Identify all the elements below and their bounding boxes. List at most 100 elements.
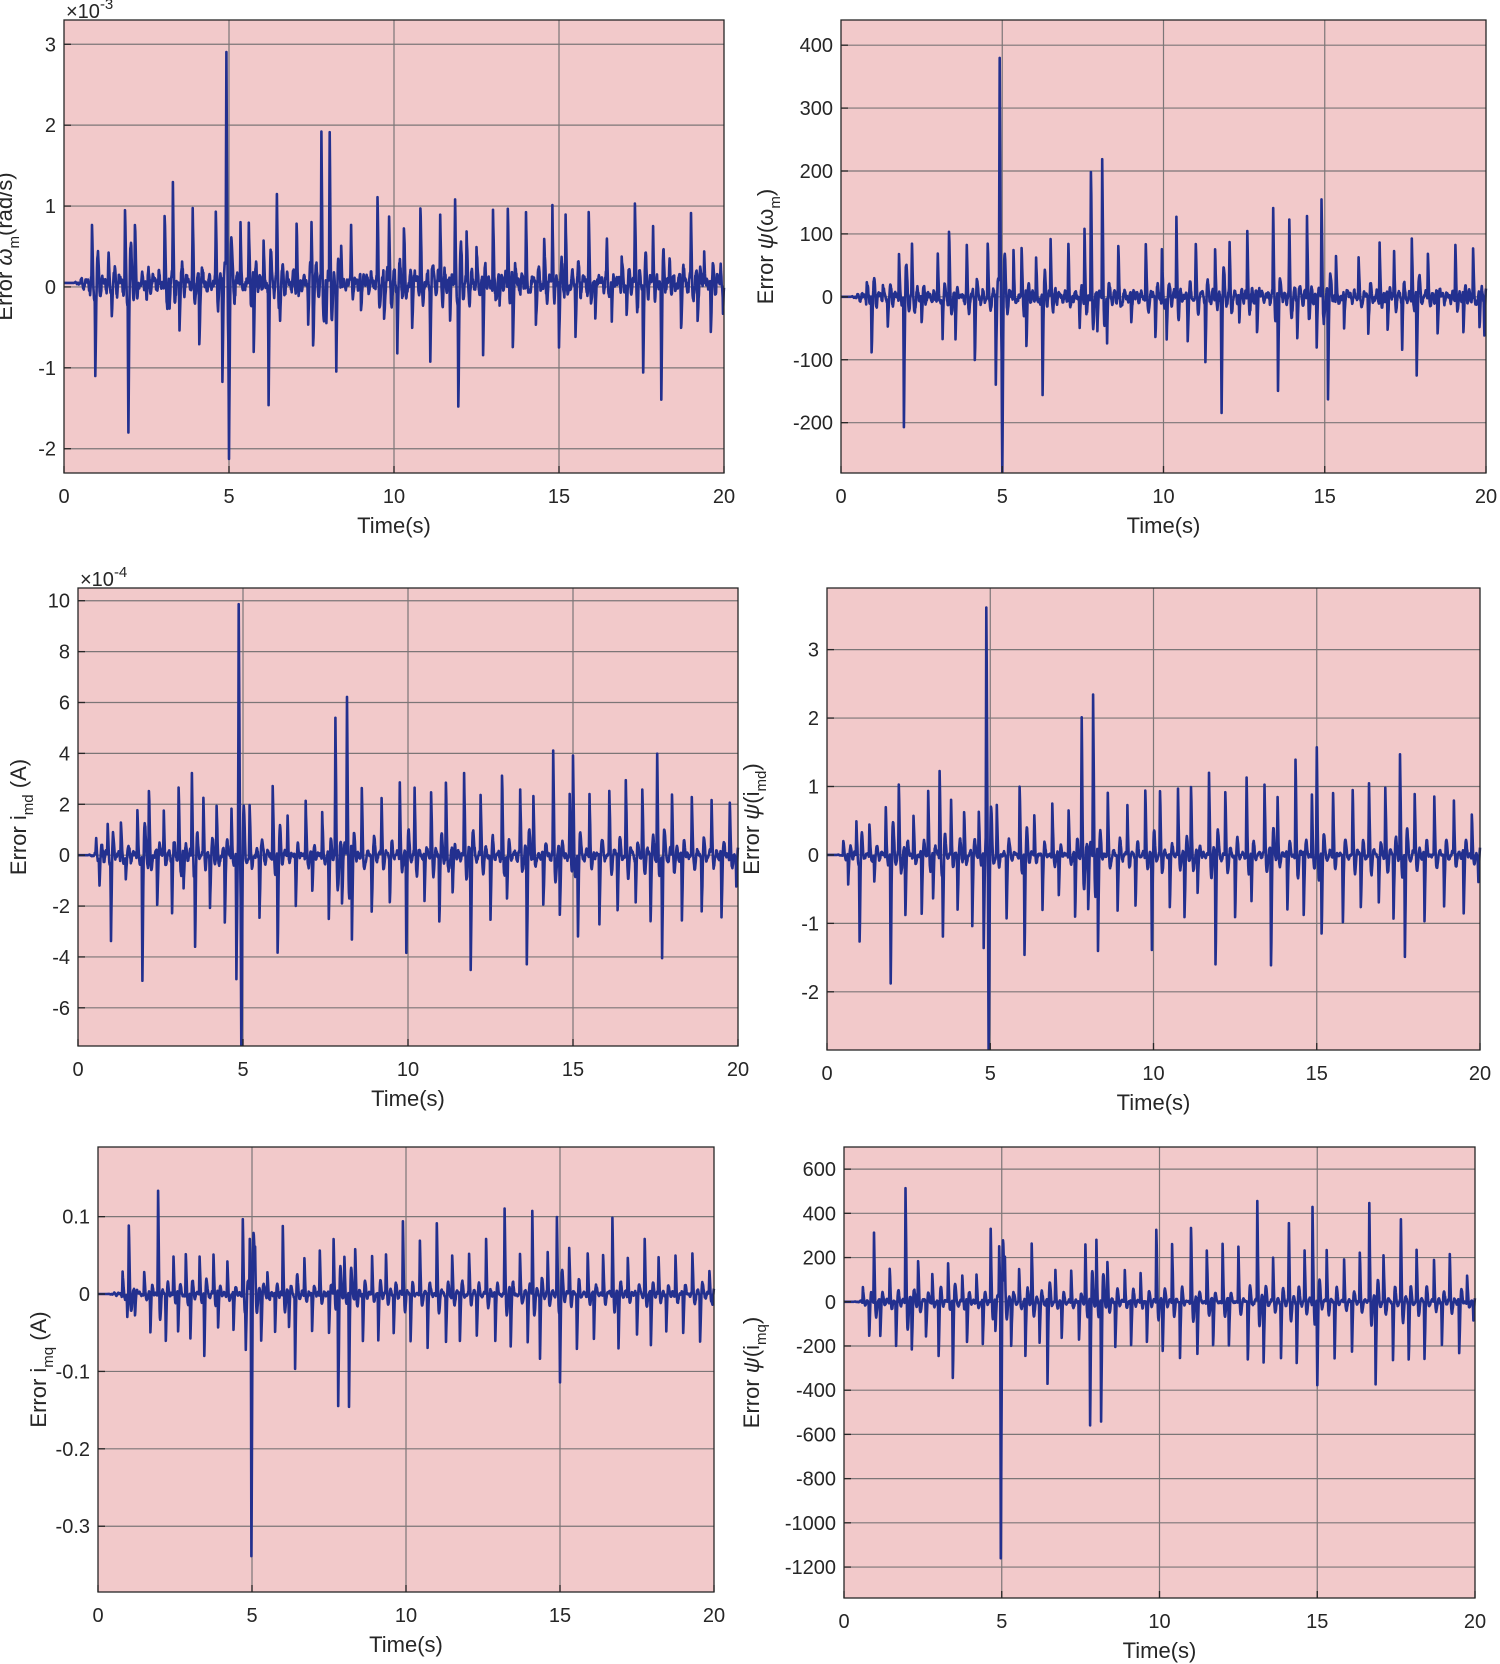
x-tick-label: 0 [92,1605,103,1627]
y-tick-label: -1000 [785,1513,836,1535]
x-axis-label: Time(s) [369,1632,443,1657]
y-tick-label: -2 [801,982,819,1004]
x-tick-label: 5 [997,486,1008,508]
y-tick-label: -800 [796,1469,836,1491]
y-tick-label: 2 [45,115,56,137]
series-line-error [77,602,740,1047]
y-tick-label: 400 [800,35,833,57]
y-tick-label: -0.1 [56,1361,90,1383]
y-tick-label: 100 [800,224,833,246]
y-tick-label: 8 [59,642,70,664]
x-tick-label: 0 [72,1059,83,1081]
x-tick-label: 5 [223,486,234,508]
y-tick-label: -6 [52,998,70,1020]
chart-panel-top-right: 0 5 10 15 20 -200 -100 0 100 200 300 400 Time(s) Erro… [753,19,1497,538]
x-tick-label: 10 [395,1605,417,1627]
series-line-error [840,56,1488,474]
y-tick-label: 0 [59,845,70,867]
x-tick-label: 10 [1152,486,1174,508]
x-tick-label: 10 [383,486,405,508]
y-tick-label: 2 [808,708,819,730]
y-tick-label: -0.3 [56,1516,90,1538]
y-tick-label: -200 [793,413,833,435]
y-tick-label: -1 [38,358,56,380]
y-tick-label: -200 [796,1336,836,1358]
x-tick-label: 10 [1142,1063,1164,1085]
series-line-error [97,1189,716,1558]
x-tick-label: 15 [1314,486,1336,508]
y-tick-label: 3 [45,34,56,56]
x-axis-label: Time(s) [1127,513,1201,538]
y-tick-label: 200 [800,161,833,183]
y-tick-label: 300 [800,98,833,120]
y-tick-label: 0 [822,287,833,309]
y-axis-label: Error ψ(ωm) [753,189,784,304]
x-tick-label: 20 [1464,1611,1486,1633]
x-tick-label: 20 [1475,486,1497,508]
y-tick-label: 0 [825,1292,836,1314]
y-tick-label: 200 [803,1248,836,1270]
x-axis-label: Time(s) [371,1086,445,1111]
y-tick-label: -2 [52,896,70,918]
y-axis-label: Error ωm(rad/s) [0,172,23,320]
x-tick-label: 5 [237,1059,248,1081]
y-tick-label: 1 [45,196,56,218]
x-tick-label: 10 [397,1059,419,1081]
x-tick-label: 20 [727,1059,749,1081]
x-axis-label: Time(s) [1117,1090,1191,1115]
y-tick-label: 2 [59,794,70,816]
y-axis-label: Error imq (A) [26,1311,57,1427]
x-tick-label: 10 [1148,1611,1170,1633]
axis-exponent: ×10-4 [80,564,127,591]
axis-exponent: ×10-3 [66,0,113,23]
y-axis-label: Error imd (A) [6,759,37,875]
x-tick-label: 15 [1306,1611,1328,1633]
series-line-error [843,1186,1477,1560]
y-tick-label: -1200 [785,1557,836,1579]
chart-panel-bottom-right: 0 5 10 15 20 -1200 -1000 -800 -600 -400 -200 0 200 40… [739,1146,1486,1663]
x-tick-label: 0 [821,1063,832,1085]
y-axis-label: Error ψ(imd) [739,763,770,874]
chart-panel-top-left: 0 5 10 15 20 -2 -1 0 1 2 3 ×10-3 Time(s) Error ωm(rad… [0,0,735,538]
x-tick-label: 20 [713,486,735,508]
x-tick-label: 5 [996,1611,1007,1633]
chart-panel-bottom-left: 0 5 10 15 20 -0.3 -0.2 -0.1 0 0.1 Time(s) Error imq… [26,1146,725,1657]
y-tick-label: -0.2 [56,1439,90,1461]
y-tick-label: 0 [45,277,56,299]
x-tick-label: 15 [549,1605,571,1627]
y-tick-label: 4 [59,743,70,765]
x-tick-label: 15 [548,486,570,508]
y-tick-label: 3 [808,640,819,662]
y-tick-label: 400 [803,1203,836,1225]
y-tick-label: -2 [38,439,56,461]
x-axis-label: Time(s) [1123,1638,1197,1663]
y-tick-label: 0 [79,1284,90,1306]
y-tick-label: 6 [59,693,70,715]
y-tick-label: -600 [796,1424,836,1446]
y-tick-label: 1 [808,776,819,798]
y-tick-label: -1 [801,913,819,935]
series-line-error [826,606,1482,1051]
x-tick-label: 20 [1469,1063,1491,1085]
y-tick-label: -4 [52,947,70,969]
x-tick-label: 15 [1306,1063,1328,1085]
x-tick-label: 0 [835,486,846,508]
y-tick-label: -400 [796,1380,836,1402]
x-tick-label: 5 [985,1063,996,1085]
y-tick-label: 0.1 [62,1207,90,1229]
x-axis-label: Time(s) [357,513,431,538]
x-tick-label: 15 [562,1059,584,1081]
y-tick-label: 10 [48,591,70,613]
chart-panel-middle-right: 0 5 10 15 20 -2 -1 0 1 2 3 Time(s) Error ψ(imd) [739,587,1491,1115]
y-tick-label: 600 [803,1159,836,1181]
series-line-error [63,50,726,461]
x-tick-label: 20 [703,1605,725,1627]
y-tick-label: -100 [793,350,833,372]
x-tick-label: 0 [58,486,69,508]
x-tick-label: 5 [246,1605,257,1627]
chart-panel-middle-left: 0 5 10 15 20 -6 -4 -2 0 2 4 6 8 10 ×10-4 Time(s) Error i… [6,564,749,1111]
y-axis-label: Error ψ(imq) [739,1317,770,1428]
y-tick-label: 0 [808,845,819,867]
x-tick-label: 0 [838,1611,849,1633]
